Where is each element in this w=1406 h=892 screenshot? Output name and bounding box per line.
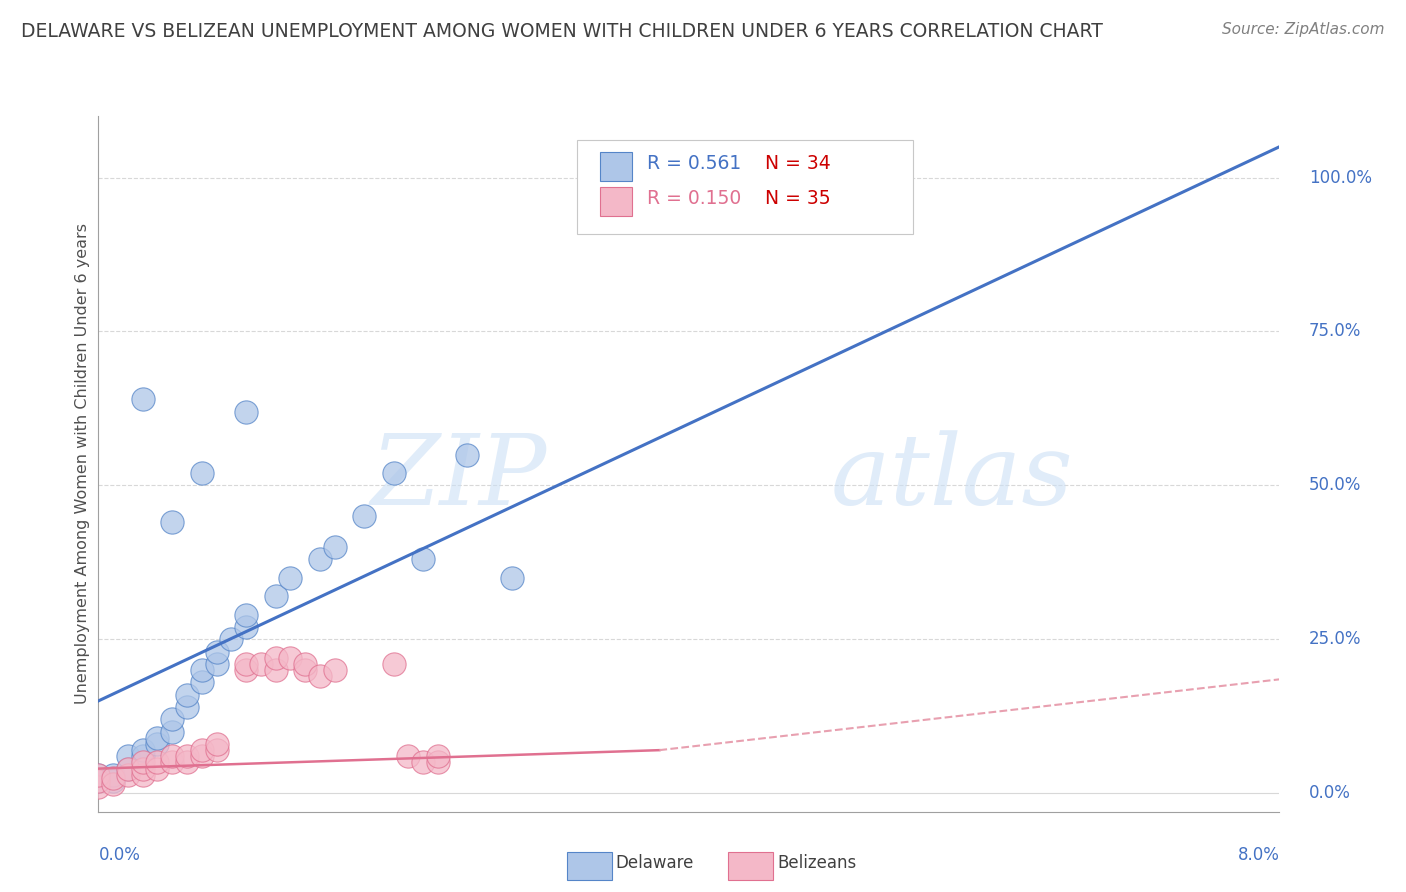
Point — [412, 756, 434, 770]
Point — [146, 731, 169, 745]
Point — [103, 777, 124, 791]
Point — [235, 607, 257, 622]
Point — [205, 743, 228, 757]
Point — [308, 669, 332, 683]
Point — [176, 749, 198, 764]
Point — [176, 688, 198, 702]
Point — [132, 756, 155, 770]
FancyBboxPatch shape — [600, 187, 633, 216]
Point — [456, 448, 478, 462]
FancyBboxPatch shape — [600, 153, 633, 181]
Point — [176, 700, 198, 714]
Point — [396, 749, 419, 764]
Point — [412, 552, 434, 566]
Point — [146, 756, 169, 770]
Text: Delaware: Delaware — [616, 855, 695, 872]
Point — [191, 743, 214, 757]
Point — [323, 540, 346, 554]
Point — [353, 509, 375, 524]
Text: 0.0%: 0.0% — [98, 846, 141, 863]
Point — [87, 768, 110, 782]
Point — [162, 516, 183, 530]
Text: R = 0.150: R = 0.150 — [647, 188, 741, 208]
Point — [264, 589, 287, 603]
Text: atlas: atlas — [831, 430, 1073, 525]
Point — [278, 571, 301, 585]
Text: 50.0%: 50.0% — [1309, 476, 1361, 494]
Y-axis label: Unemployment Among Women with Children Under 6 years: Unemployment Among Women with Children U… — [75, 223, 90, 705]
Text: Belizeans: Belizeans — [778, 855, 856, 872]
Point — [132, 762, 155, 776]
Text: Source: ZipAtlas.com: Source: ZipAtlas.com — [1222, 22, 1385, 37]
Point — [382, 466, 405, 480]
Point — [117, 768, 139, 782]
Point — [191, 675, 214, 690]
Point — [235, 663, 257, 677]
Point — [162, 724, 183, 739]
Point — [308, 552, 332, 566]
Point — [103, 773, 124, 788]
Point — [205, 737, 228, 751]
Point — [162, 712, 183, 726]
Point — [426, 749, 449, 764]
Point — [250, 657, 273, 671]
Point — [323, 663, 346, 677]
Point — [235, 620, 257, 634]
Point — [235, 404, 257, 418]
FancyBboxPatch shape — [576, 140, 914, 235]
Point — [426, 756, 449, 770]
Point — [117, 762, 139, 776]
Point — [87, 780, 110, 794]
Text: 0.0%: 0.0% — [1309, 784, 1351, 802]
Text: DELAWARE VS BELIZEAN UNEMPLOYMENT AMONG WOMEN WITH CHILDREN UNDER 6 YEARS CORREL: DELAWARE VS BELIZEAN UNEMPLOYMENT AMONG … — [21, 22, 1102, 41]
Point — [103, 768, 124, 782]
Point — [162, 756, 183, 770]
Text: ZIP: ZIP — [371, 430, 547, 525]
Point — [103, 771, 124, 785]
Point — [205, 645, 228, 659]
Point — [162, 749, 183, 764]
Point — [117, 762, 139, 776]
Point — [264, 650, 287, 665]
Point — [132, 743, 155, 757]
Point — [294, 663, 316, 677]
Point — [264, 663, 287, 677]
Text: 8.0%: 8.0% — [1237, 846, 1279, 863]
Point — [191, 466, 214, 480]
Point — [146, 737, 169, 751]
Text: R = 0.561: R = 0.561 — [647, 153, 741, 173]
Text: 25.0%: 25.0% — [1309, 631, 1361, 648]
Text: 100.0%: 100.0% — [1309, 169, 1372, 186]
Point — [205, 657, 228, 671]
Point — [294, 657, 316, 671]
Point — [235, 657, 257, 671]
Point — [132, 392, 155, 407]
Point — [87, 773, 110, 788]
Text: 75.0%: 75.0% — [1309, 323, 1361, 341]
Point — [176, 756, 198, 770]
Point — [382, 657, 405, 671]
Text: N = 34: N = 34 — [765, 153, 831, 173]
Point — [132, 749, 155, 764]
Point — [146, 762, 169, 776]
Point — [87, 773, 110, 788]
Point — [191, 749, 214, 764]
Point — [87, 768, 110, 782]
Point — [278, 650, 301, 665]
Point — [117, 749, 139, 764]
Point — [191, 663, 214, 677]
Point — [219, 632, 242, 647]
Point — [132, 768, 155, 782]
Point — [501, 571, 523, 585]
Text: N = 35: N = 35 — [765, 188, 831, 208]
